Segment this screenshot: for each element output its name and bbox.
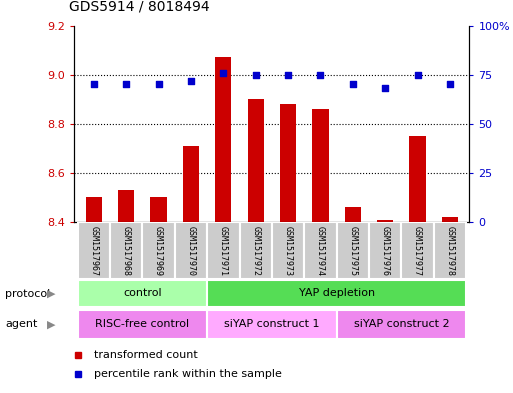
Bar [207, 310, 337, 339]
Text: control: control [123, 288, 162, 298]
Point [90, 81, 98, 88]
Text: agent: agent [5, 319, 37, 329]
Text: YAP depletion: YAP depletion [299, 288, 374, 298]
Point [381, 85, 389, 92]
Bar [304, 222, 337, 279]
Text: GSM1517969: GSM1517969 [154, 226, 163, 275]
Text: GSM1517968: GSM1517968 [122, 226, 131, 275]
Point [284, 72, 292, 78]
Bar [77, 280, 207, 307]
Bar [272, 222, 304, 279]
Bar [409, 136, 426, 222]
Bar [77, 222, 110, 279]
Text: percentile rank within the sample: percentile rank within the sample [94, 369, 282, 379]
Bar [110, 222, 143, 279]
Text: GSM1517975: GSM1517975 [348, 226, 358, 275]
Text: siYAP construct 2: siYAP construct 2 [353, 319, 449, 329]
Point [154, 81, 163, 88]
Text: GSM1517971: GSM1517971 [219, 226, 228, 275]
Text: GDS5914 / 8018494: GDS5914 / 8018494 [69, 0, 210, 14]
Bar [434, 222, 466, 279]
Text: protocol: protocol [5, 289, 50, 299]
Bar [337, 222, 369, 279]
Text: siYAP construct 1: siYAP construct 1 [224, 319, 320, 329]
Bar [442, 217, 458, 222]
Point [349, 81, 357, 88]
Text: GSM1517967: GSM1517967 [89, 226, 98, 275]
Point [317, 72, 325, 78]
Bar [312, 109, 328, 222]
Point [219, 70, 227, 76]
Bar [207, 222, 240, 279]
Text: ▶: ▶ [47, 319, 55, 329]
Bar [175, 222, 207, 279]
Text: GSM1517974: GSM1517974 [316, 226, 325, 275]
Bar [215, 57, 231, 222]
Bar [240, 222, 272, 279]
Bar [77, 310, 207, 339]
Text: GSM1517973: GSM1517973 [284, 226, 292, 275]
Bar [345, 207, 361, 222]
Bar [150, 198, 167, 222]
Text: GSM1517978: GSM1517978 [445, 226, 455, 275]
Bar [143, 222, 175, 279]
Bar [183, 146, 199, 222]
Text: ▶: ▶ [47, 289, 55, 299]
Bar [207, 280, 466, 307]
Text: GSM1517972: GSM1517972 [251, 226, 260, 275]
Bar [86, 198, 102, 222]
Text: RISC-free control: RISC-free control [95, 319, 189, 329]
Point [122, 81, 130, 88]
Text: GSM1517970: GSM1517970 [186, 226, 195, 275]
Point [446, 81, 454, 88]
Point [187, 77, 195, 84]
Bar [377, 220, 393, 222]
Bar [280, 104, 296, 222]
Bar [248, 99, 264, 222]
Text: GSM1517976: GSM1517976 [381, 226, 390, 275]
Bar [369, 222, 401, 279]
Bar [337, 310, 466, 339]
Point [413, 72, 422, 78]
Text: transformed count: transformed count [94, 350, 198, 360]
Bar [118, 190, 134, 222]
Text: GSM1517977: GSM1517977 [413, 226, 422, 275]
Bar [401, 222, 434, 279]
Point [251, 72, 260, 78]
